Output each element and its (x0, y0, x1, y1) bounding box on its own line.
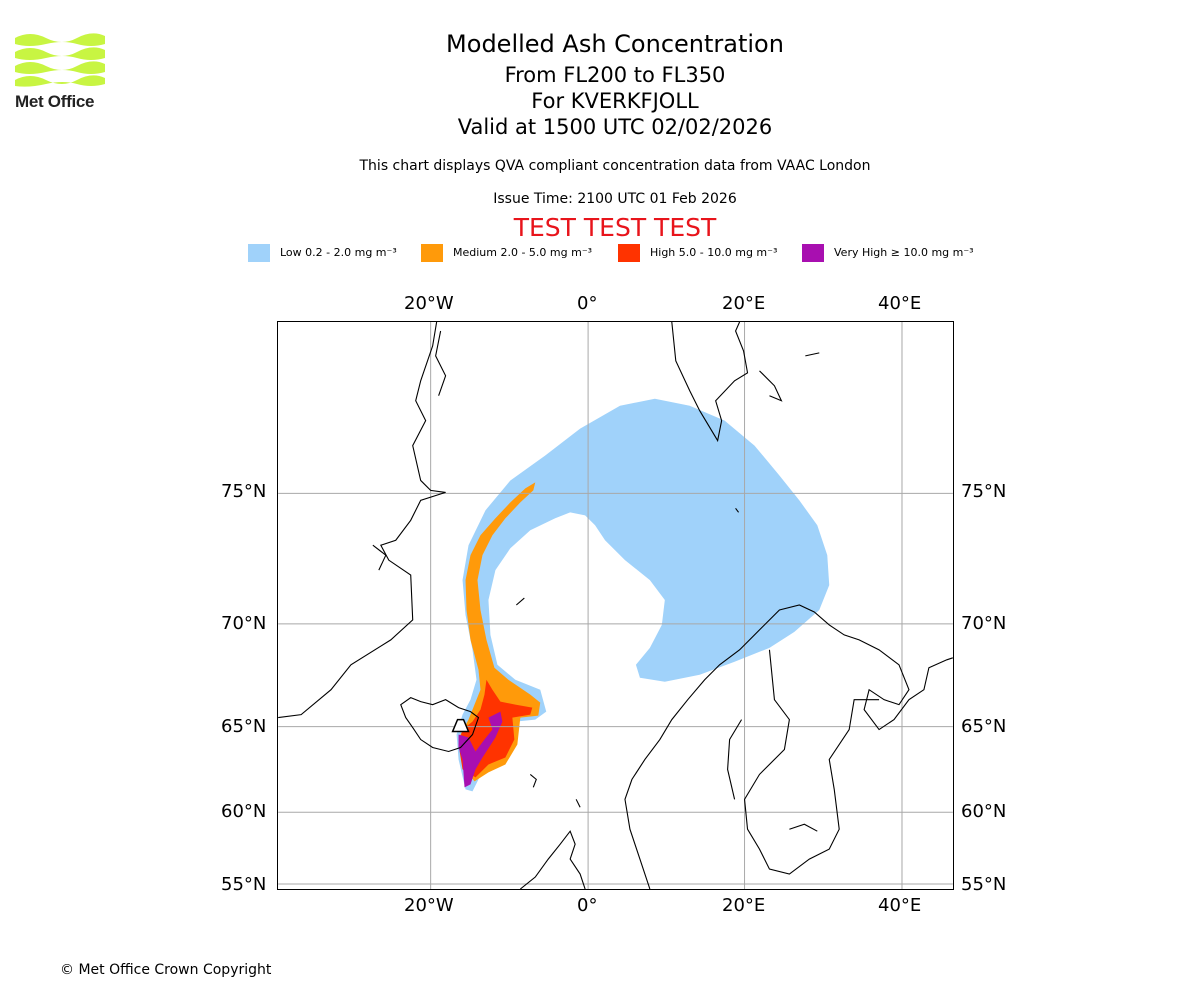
ash-area-very-high (458, 711, 503, 788)
legend-swatch-medium (421, 244, 443, 262)
legend-swatch-very-high (802, 244, 824, 262)
ash-map (277, 321, 954, 890)
chart-description: This chart displays QVA compliant concen… (359, 158, 871, 174)
lon-label-bottom-20w: 20°W (404, 895, 454, 916)
volcano-marker-icon (451, 718, 470, 733)
coastlines (278, 322, 953, 889)
valid-time: Valid at 1500 UTC 02/02/2026 (457, 115, 773, 139)
legend-label-low: Low 0.2 - 2.0 mg m⁻³ (280, 246, 397, 259)
lon-label-bottom-20e: 20°E (722, 895, 766, 916)
lat-label-left-60n: 60°N (221, 801, 267, 822)
legend-swatch-high (618, 244, 640, 262)
lat-label-left-75n: 75°N (221, 481, 267, 502)
logo-wordmark: Met Office (15, 92, 95, 111)
lat-label-right-75n: 75°N (961, 481, 1007, 502)
lat-label-right-55n: 55°N (961, 874, 1007, 895)
legend-label-high: High 5.0 - 10.0 mg m⁻³ (650, 246, 778, 259)
lon-label-top-0: 0° (577, 293, 598, 314)
lon-label-bottom-0: 0° (577, 895, 598, 916)
issue-time: Issue Time: 2100 UTC 01 Feb 2026 (493, 191, 737, 207)
flight-levels: From FL200 to FL350 (504, 63, 726, 87)
chart-title: Modelled Ash Concentration (446, 30, 784, 58)
lat-label-right-60n: 60°N (961, 801, 1007, 822)
ash-area-low (456, 398, 830, 792)
lat-label-left-55n: 55°N (221, 874, 267, 895)
lat-label-right-65n: 65°N (961, 716, 1007, 737)
legend-label-very-high: Very High ≥ 10.0 mg m⁻³ (834, 246, 974, 259)
volcano-name: For KVERKFJOLL (531, 89, 699, 113)
copyright-notice: © Met Office Crown Copyright (60, 962, 272, 978)
legend-swatch-low (248, 244, 270, 262)
lon-label-top-20w: 20°W (404, 293, 454, 314)
gridlines (278, 322, 953, 889)
lon-label-top-20e: 20°E (722, 293, 766, 314)
lon-label-bottom-40e: 40°E (878, 895, 922, 916)
met-office-logo (15, 33, 105, 87)
test-banner: TEST TEST TEST (513, 213, 717, 242)
lat-label-right-70n: 70°N (961, 613, 1007, 634)
legend-label-medium: Medium 2.0 - 5.0 mg m⁻³ (453, 246, 593, 259)
lat-label-left-70n: 70°N (221, 613, 267, 634)
lon-label-top-40e: 40°E (878, 293, 922, 314)
lat-label-left-65n: 65°N (221, 716, 267, 737)
